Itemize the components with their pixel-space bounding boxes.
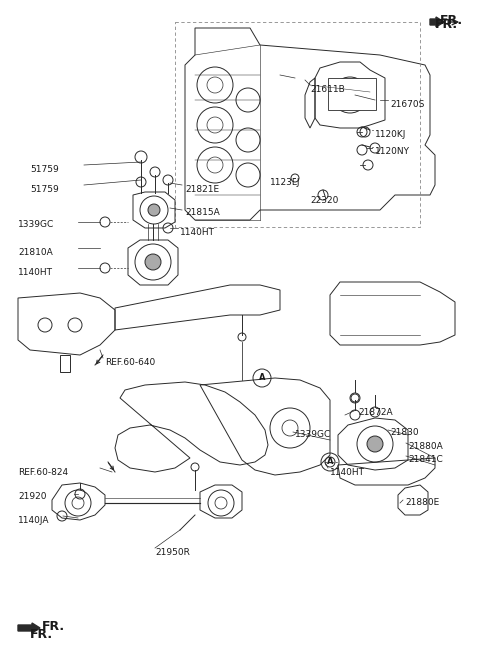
Text: A: A xyxy=(259,373,265,382)
Text: 21821E: 21821E xyxy=(185,185,219,194)
Text: 21872A: 21872A xyxy=(358,408,393,417)
Text: FR.: FR. xyxy=(42,620,65,633)
Bar xyxy=(175,22,420,227)
Text: 51759: 51759 xyxy=(30,165,59,174)
Text: REF.60-640: REF.60-640 xyxy=(105,358,155,367)
Text: 21880A: 21880A xyxy=(408,442,443,451)
Text: FR.: FR. xyxy=(440,14,463,27)
Text: 1140HT: 1140HT xyxy=(180,228,215,237)
FancyArrow shape xyxy=(18,623,40,633)
Text: 21815A: 21815A xyxy=(185,208,220,217)
Text: 21880E: 21880E xyxy=(405,498,439,507)
Text: 1120NY: 1120NY xyxy=(375,147,410,156)
Text: 21670S: 21670S xyxy=(390,100,424,109)
Text: FR.: FR. xyxy=(435,18,458,31)
Text: REF.60-824: REF.60-824 xyxy=(18,468,68,477)
Text: A: A xyxy=(327,457,333,466)
Text: 21841C: 21841C xyxy=(408,455,443,464)
Text: 21810A: 21810A xyxy=(18,248,53,257)
Text: 21920: 21920 xyxy=(18,492,47,501)
Text: 21611B: 21611B xyxy=(310,85,345,94)
Text: 1123LJ: 1123LJ xyxy=(270,178,300,187)
Circle shape xyxy=(367,436,383,452)
Text: 51759: 51759 xyxy=(30,185,59,194)
Text: 22320: 22320 xyxy=(310,196,338,205)
Text: 1120KJ: 1120KJ xyxy=(375,130,407,139)
Text: FR.: FR. xyxy=(30,628,53,641)
FancyArrow shape xyxy=(430,17,444,27)
Text: 21950R: 21950R xyxy=(155,548,190,557)
Text: 1140HT: 1140HT xyxy=(330,468,365,477)
Bar xyxy=(328,78,376,110)
Text: 1339GC: 1339GC xyxy=(18,220,54,229)
Text: 1339GC: 1339GC xyxy=(295,430,331,439)
Text: 1140JA: 1140JA xyxy=(18,516,49,525)
Text: 21830: 21830 xyxy=(390,428,419,437)
Circle shape xyxy=(145,254,161,270)
Text: 1140HT: 1140HT xyxy=(18,268,53,277)
Circle shape xyxy=(148,204,160,216)
